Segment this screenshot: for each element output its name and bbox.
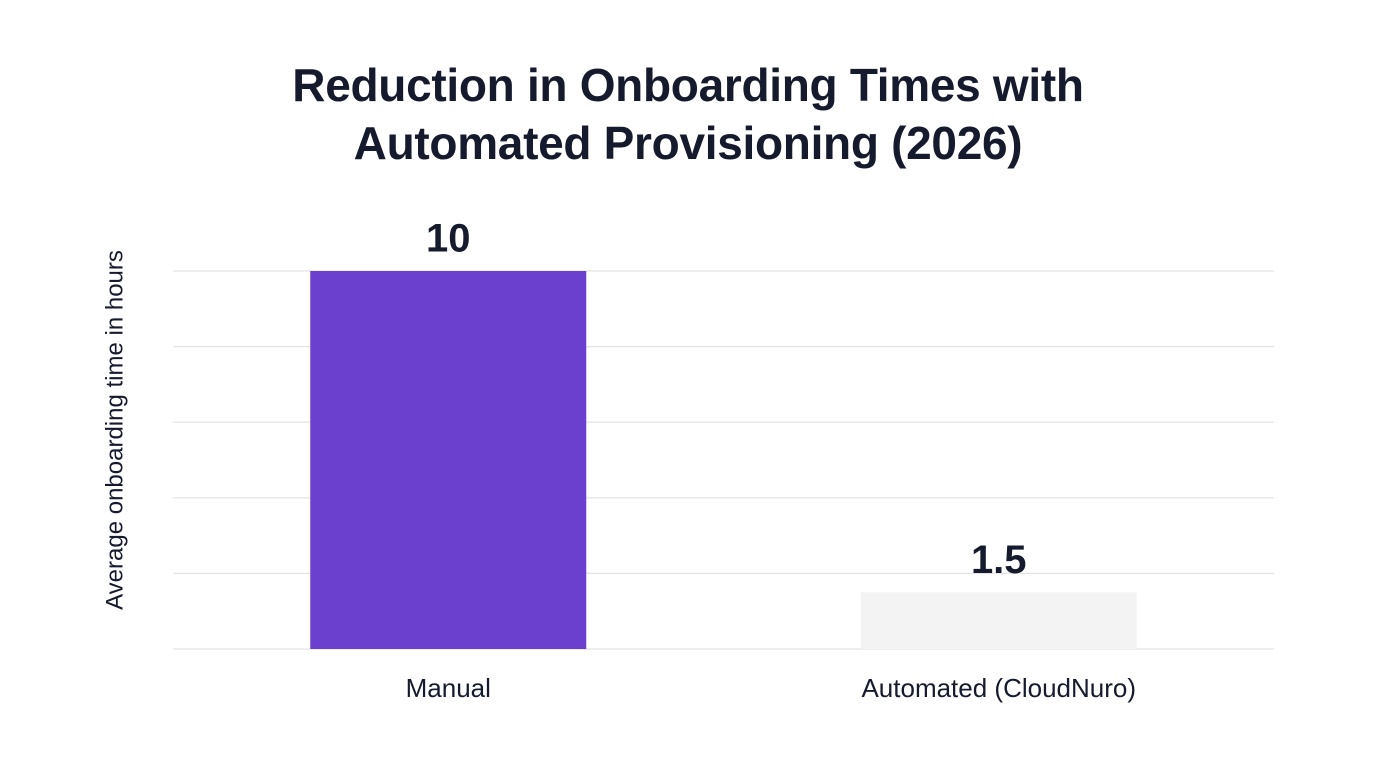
chart-title: Reduction in Onboarding Times with Autom… bbox=[292, 59, 1084, 169]
value-label: 10 bbox=[426, 217, 471, 261]
x-tick-label: Automated (CloudNuro) bbox=[861, 673, 1136, 703]
y-axis-label: Average onboarding time in hours bbox=[101, 250, 128, 610]
value-label: 1.5 bbox=[971, 538, 1027, 582]
bar bbox=[310, 271, 587, 649]
x-tick-label: Manual bbox=[406, 673, 491, 703]
bar bbox=[860, 592, 1137, 649]
